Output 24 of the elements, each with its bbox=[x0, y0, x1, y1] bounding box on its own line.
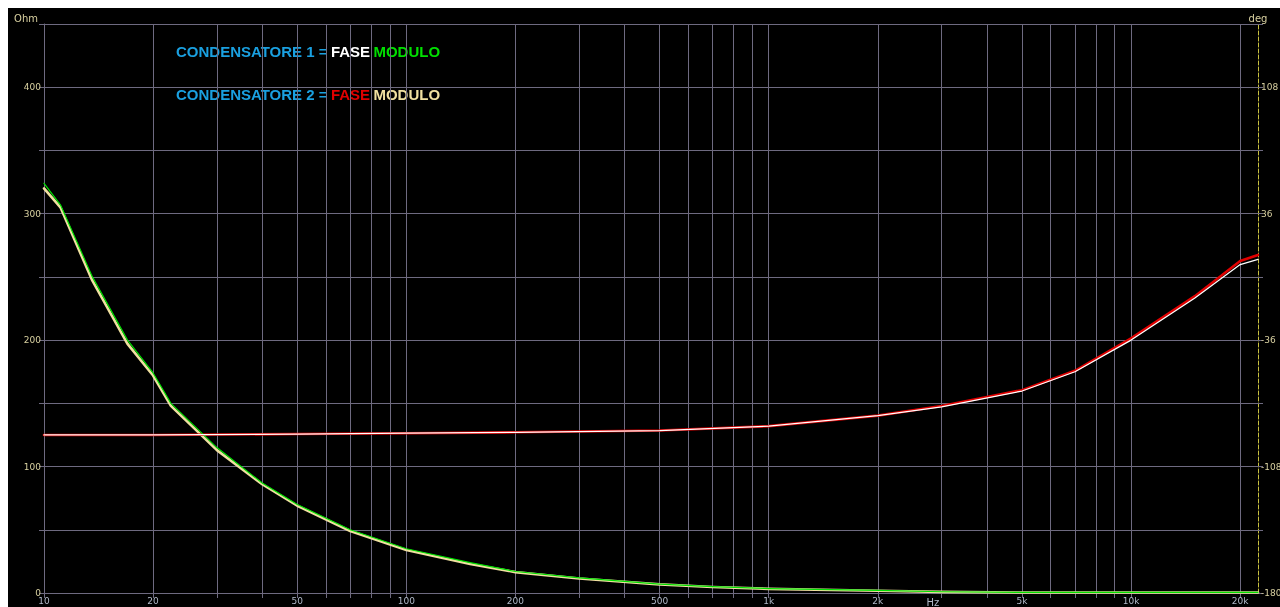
y2-tick-label: -180 bbox=[1261, 588, 1280, 598]
x-tick-label: 2k bbox=[872, 595, 885, 606]
y-tick-label: 100 bbox=[23, 461, 42, 472]
y-tick-label: 400 bbox=[23, 82, 42, 93]
x-tick-label: 50 bbox=[291, 595, 304, 606]
x-tick-label: 500 bbox=[651, 595, 669, 606]
text: MODULO bbox=[373, 86, 441, 103]
x-tick-label: 1k bbox=[763, 595, 775, 606]
x-tick-label: 5k bbox=[1016, 595, 1029, 606]
x-tick-label: 20k bbox=[1231, 595, 1250, 606]
y2-tick-label: 108 bbox=[1261, 82, 1279, 93]
y-tick-label: 200 bbox=[23, 335, 42, 346]
x-tick-label: 10k bbox=[1122, 595, 1141, 606]
y2-axis-title: deg bbox=[1248, 12, 1268, 24]
y2-tick-label: 36 bbox=[1261, 208, 1273, 219]
text: FASE bbox=[330, 43, 371, 60]
x-tick-label: 200 bbox=[506, 595, 525, 606]
y2-tick-label: -108 bbox=[1261, 461, 1280, 472]
y-tick-label: 300 bbox=[23, 208, 42, 219]
x-axis-title: Hz bbox=[926, 596, 940, 607]
x-tick-label: 20 bbox=[147, 595, 160, 606]
x-tick-label: 100 bbox=[397, 595, 416, 606]
y-axis-title: Ohm bbox=[14, 12, 38, 24]
y2-tick-label: -36 bbox=[1261, 335, 1276, 346]
